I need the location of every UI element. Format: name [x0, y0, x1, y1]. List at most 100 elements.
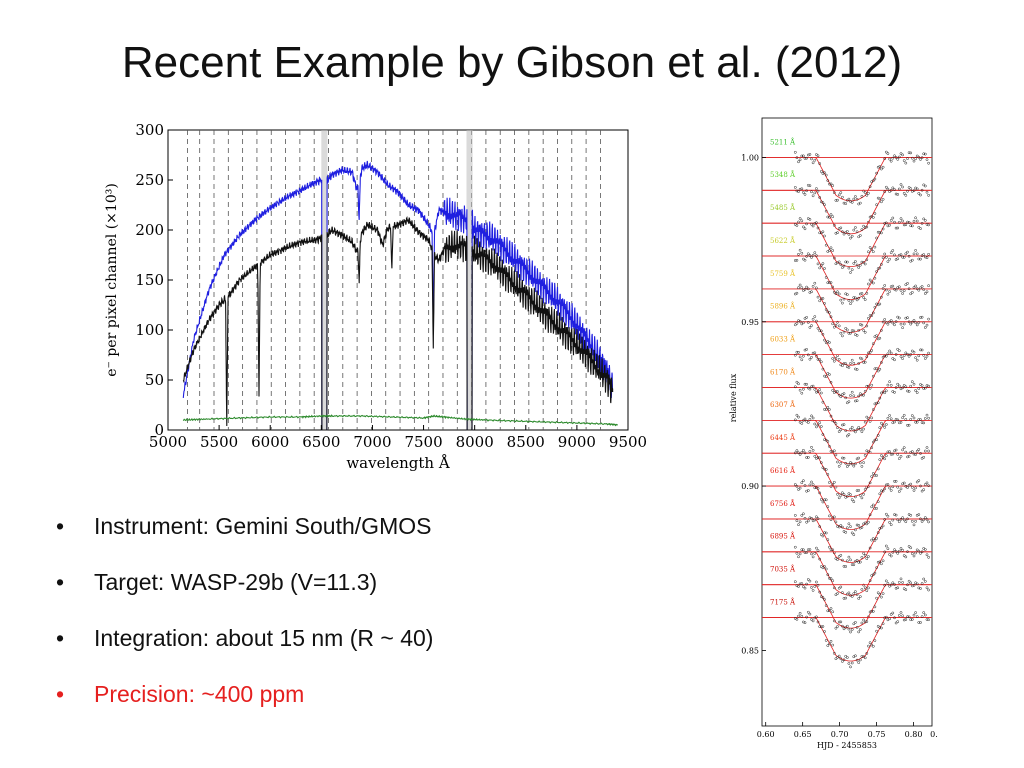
data-point — [878, 302, 882, 306]
data-point — [823, 338, 826, 342]
data-point — [923, 292, 927, 295]
data-point — [881, 198, 885, 201]
data-point — [834, 231, 838, 235]
data-point — [858, 323, 862, 326]
data-point — [873, 605, 877, 609]
data-point — [823, 302, 826, 305]
data-point — [811, 194, 815, 198]
data-point — [823, 598, 826, 601]
data-point — [907, 423, 911, 427]
data-point — [896, 551, 900, 555]
data-point — [815, 354, 818, 358]
data-point — [871, 440, 875, 444]
data-point — [873, 276, 877, 280]
data-point — [894, 288, 898, 292]
data-point — [819, 264, 823, 267]
data-point — [806, 353, 810, 357]
data-point — [894, 320, 898, 323]
data-point — [860, 323, 864, 327]
data-point — [842, 564, 846, 568]
data-point — [871, 537, 875, 540]
data-point — [889, 351, 893, 355]
data-point — [821, 230, 825, 234]
x-tick-label: 9500 — [609, 433, 647, 451]
data-point — [865, 522, 869, 526]
data-point — [813, 251, 817, 255]
data-point — [865, 589, 869, 593]
data-point — [806, 421, 810, 424]
data-point — [897, 614, 901, 617]
plot-area — [761, 117, 933, 727]
data-point — [824, 408, 828, 411]
data-point — [847, 197, 851, 201]
data-point — [912, 159, 916, 163]
data-point — [815, 286, 818, 290]
data-point — [917, 549, 921, 553]
data-point — [829, 246, 833, 250]
data-point — [891, 485, 895, 489]
data-point — [923, 386, 927, 390]
data-point — [883, 550, 887, 554]
data-point — [878, 197, 882, 201]
data-point — [865, 355, 869, 359]
data-point — [839, 585, 843, 589]
data-point — [901, 448, 904, 452]
bullet-dot: • — [56, 569, 65, 595]
data-point — [832, 290, 836, 294]
data-point — [863, 226, 867, 229]
data-point — [806, 489, 810, 492]
data-point — [845, 495, 849, 498]
y-axis-label: relative flux — [729, 373, 738, 422]
data-point — [902, 384, 906, 387]
data-point — [927, 449, 930, 453]
data-point — [914, 486, 917, 490]
data-point — [816, 549, 820, 552]
data-point — [867, 555, 870, 558]
data-point — [803, 258, 807, 262]
data-point — [909, 292, 913, 296]
data-point — [867, 485, 870, 488]
y-tick-label: 0.90 — [741, 482, 759, 491]
data-point — [841, 624, 844, 628]
data-point — [832, 223, 836, 227]
data-point — [831, 357, 835, 360]
data-point — [821, 625, 825, 628]
data-point — [910, 552, 914, 555]
data-point — [863, 298, 867, 301]
y-tick-label: 0 — [154, 421, 164, 439]
data-point — [919, 484, 922, 488]
series-label: 5485 Å — [770, 203, 796, 212]
data-point — [876, 165, 880, 169]
data-point — [914, 321, 917, 324]
series-label: 5622 Å — [770, 236, 796, 245]
data-point — [873, 177, 877, 181]
data-point — [919, 257, 922, 261]
data-point — [837, 324, 841, 328]
data-point — [858, 526, 862, 530]
data-point — [834, 390, 838, 393]
x-tick-label: 6000 — [251, 433, 289, 451]
data-point — [836, 625, 839, 628]
data-point — [883, 318, 887, 321]
data-point — [811, 619, 815, 623]
data-point — [915, 187, 919, 191]
light-curve-chart: 5211 Å 5348 Å 5485 Å 5622 Å 5759 Å 5896 Å 6033… — [729, 117, 938, 750]
data-point — [837, 393, 841, 397]
data-point — [891, 216, 895, 220]
data-point — [844, 202, 848, 205]
data-point — [860, 496, 864, 500]
data-point — [828, 545, 831, 549]
data-point — [810, 445, 813, 449]
data-point — [863, 488, 867, 491]
data-point — [881, 524, 885, 528]
data-point — [847, 433, 851, 436]
data-point — [927, 416, 930, 420]
data-point — [927, 193, 930, 197]
data-point — [881, 592, 885, 595]
data-point — [829, 485, 833, 488]
data-point — [863, 330, 867, 334]
data-point — [797, 488, 800, 491]
data-point — [808, 612, 812, 616]
data-point — [834, 199, 838, 202]
data-point — [901, 614, 904, 618]
